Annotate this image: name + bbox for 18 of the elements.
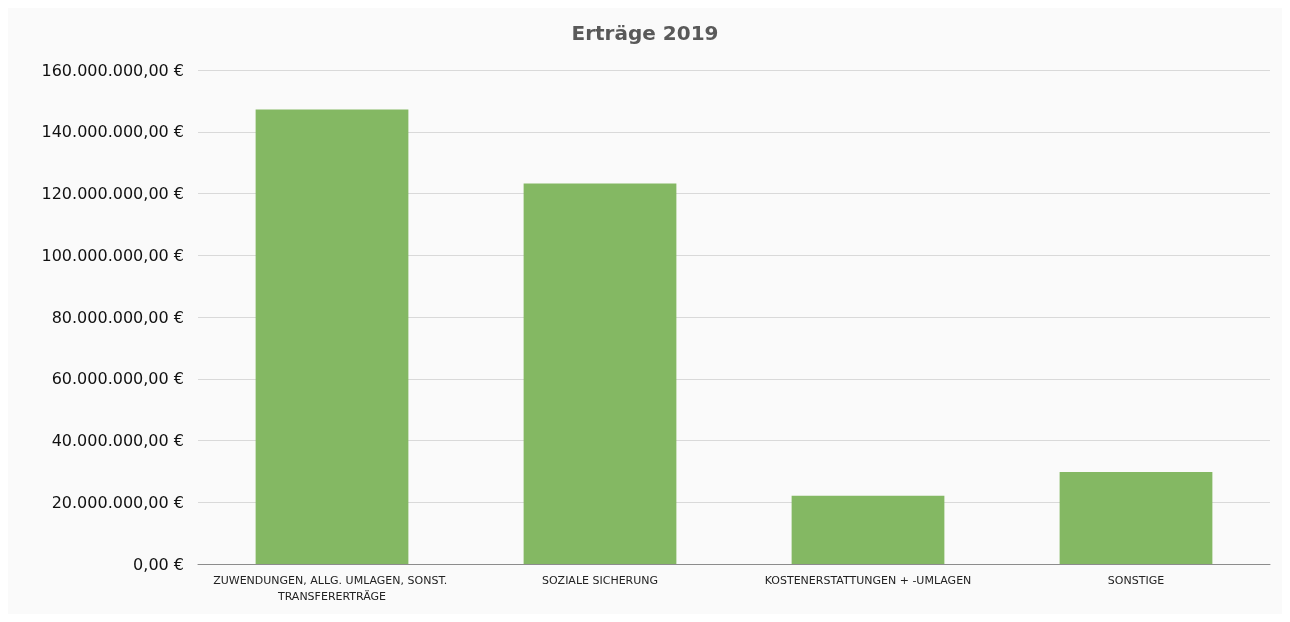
y-tick-label: 80.000.000,00 €: [51, 307, 184, 327]
y-tick-label: 100.000.000,00 €: [41, 245, 184, 265]
y-tick-label: 140.000.000,00 €: [41, 122, 184, 142]
y-tick-label: 0,00 €: [133, 554, 184, 574]
y-tick-label: 40.000.000,00 €: [51, 431, 184, 450]
x-tick-label: SOZIALE SICHERUNG: [541, 573, 659, 587]
bar: [1059, 471, 1213, 564]
bar: [791, 495, 945, 564]
x-tick-label: KOSTENERSTATTUNGEN + -UMLAGEN: [764, 573, 972, 587]
bar: [255, 109, 409, 564]
y-tick-label: 60.000.000,00 €: [51, 369, 184, 389]
bar: [523, 183, 677, 564]
y-tick-label: 160.000.000,00 €: [41, 60, 184, 80]
y-tick-label: 20.000.000,00 €: [51, 492, 184, 512]
y-tick-label: 120.000.000,00 €: [41, 184, 184, 203]
chart-title: Erträge 2019: [571, 21, 719, 45]
x-tick-label: ZUWENDUNGEN, ALLG. UMLAGEN, SONST. TRANSFERERTRÄGE: [213, 573, 451, 603]
x-tick-label: SONSTIGE: [1107, 573, 1165, 587]
